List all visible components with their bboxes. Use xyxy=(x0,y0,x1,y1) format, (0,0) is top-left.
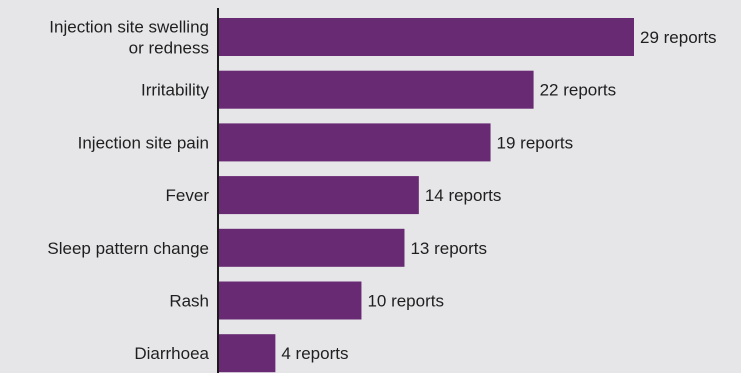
value-label: 13 reports xyxy=(410,239,487,258)
bar xyxy=(218,176,419,215)
category-label: Fever xyxy=(166,186,210,205)
bar xyxy=(218,334,276,373)
category-label: Injection site pain xyxy=(78,133,209,152)
bar xyxy=(218,281,362,320)
value-label: 4 reports xyxy=(281,344,348,363)
value-label: 19 reports xyxy=(497,133,574,152)
value-label: 29 reports xyxy=(640,28,717,47)
value-label: 10 reports xyxy=(367,292,444,311)
category-label-line: Diarrhoea xyxy=(134,344,209,363)
category-labels-group: Injection site swelling or redness Irritab… xyxy=(47,18,209,364)
category-label: Sleep pattern change xyxy=(47,239,209,258)
category-label: Injection site swelling or redness xyxy=(49,18,209,58)
category-label-line: Injection site swelling xyxy=(49,18,209,37)
bars-group xyxy=(218,18,634,373)
category-label-line: Rash xyxy=(169,292,209,311)
value-label: 14 reports xyxy=(425,186,502,205)
category-label-line: Injection site pain xyxy=(78,133,209,152)
bar xyxy=(218,123,491,162)
value-label: 22 reports xyxy=(540,81,617,100)
category-label-line: Sleep pattern change xyxy=(47,239,209,258)
category-label: Irritability xyxy=(141,81,210,100)
bar xyxy=(218,18,634,56)
category-label: Diarrhoea xyxy=(134,344,209,363)
bar xyxy=(218,70,534,109)
category-label: Rash xyxy=(169,292,209,311)
category-label-line: Fever xyxy=(166,186,210,205)
bar xyxy=(218,228,405,267)
category-label-line: or redness xyxy=(129,39,209,58)
category-label-line: Irritability xyxy=(141,81,210,100)
value-labels-group: 29 reports 22 reports 19 reports 14 reports… xyxy=(281,28,716,363)
